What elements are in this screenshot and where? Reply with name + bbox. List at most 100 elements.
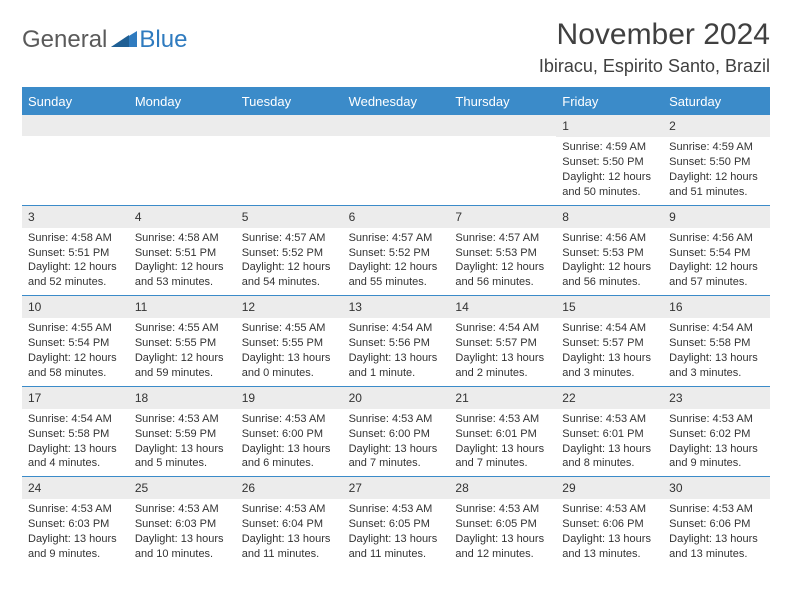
sunset-text: Sunset: 6:00 PM: [349, 427, 444, 442]
day-details: Sunrise: 4:53 AMSunset: 6:02 PMDaylight:…: [663, 409, 770, 476]
day-details: Sunrise: 4:57 AMSunset: 5:53 PMDaylight:…: [449, 228, 556, 295]
day-number: 15: [556, 296, 663, 318]
daylight-text: Daylight: 13 hours and 1 minute.: [349, 351, 444, 381]
title-block: November 2024 Ibiracu, Espirito Santo, B…: [539, 18, 770, 77]
day-cell: 29Sunrise: 4:53 AMSunset: 6:06 PMDayligh…: [556, 477, 663, 567]
day-cell: 13Sunrise: 4:54 AMSunset: 5:56 PMDayligh…: [343, 296, 450, 386]
sunrise-text: Sunrise: 4:53 AM: [562, 502, 657, 517]
day-details: Sunrise: 4:57 AMSunset: 5:52 PMDaylight:…: [343, 228, 450, 295]
day-details: Sunrise: 4:54 AMSunset: 5:58 PMDaylight:…: [663, 318, 770, 385]
month-title: November 2024: [539, 18, 770, 52]
sunrise-text: Sunrise: 4:53 AM: [242, 412, 337, 427]
sunset-text: Sunset: 5:57 PM: [562, 336, 657, 351]
sunrise-text: Sunrise: 4:59 AM: [669, 140, 764, 155]
day-number: 12: [236, 296, 343, 318]
day-details: Sunrise: 4:55 AMSunset: 5:55 PMDaylight:…: [129, 318, 236, 385]
sunrise-text: Sunrise: 4:53 AM: [242, 502, 337, 517]
day-number: 20: [343, 387, 450, 409]
day-number: 25: [129, 477, 236, 499]
day-cell: 2Sunrise: 4:59 AMSunset: 5:50 PMDaylight…: [663, 115, 770, 205]
sunset-text: Sunset: 5:50 PM: [562, 155, 657, 170]
day-number: 18: [129, 387, 236, 409]
day-details: [449, 136, 556, 144]
day-cell: 12Sunrise: 4:55 AMSunset: 5:55 PMDayligh…: [236, 296, 343, 386]
week-row: 10Sunrise: 4:55 AMSunset: 5:54 PMDayligh…: [22, 295, 770, 386]
day-number: 24: [22, 477, 129, 499]
sunset-text: Sunset: 5:54 PM: [669, 246, 764, 261]
day-details: Sunrise: 4:55 AMSunset: 5:54 PMDaylight:…: [22, 318, 129, 385]
sunset-text: Sunset: 5:50 PM: [669, 155, 764, 170]
day-cell: 15Sunrise: 4:54 AMSunset: 5:57 PMDayligh…: [556, 296, 663, 386]
brand-blue: Blue: [139, 26, 187, 54]
sunrise-text: Sunrise: 4:55 AM: [28, 321, 123, 336]
sunset-text: Sunset: 5:53 PM: [455, 246, 550, 261]
location-text: Ibiracu, Espirito Santo, Brazil: [539, 56, 770, 77]
day-cell: 25Sunrise: 4:53 AMSunset: 6:03 PMDayligh…: [129, 477, 236, 567]
day-details: Sunrise: 4:53 AMSunset: 6:00 PMDaylight:…: [236, 409, 343, 476]
sunset-text: Sunset: 6:02 PM: [669, 427, 764, 442]
day-cell: 1Sunrise: 4:59 AMSunset: 5:50 PMDaylight…: [556, 115, 663, 205]
day-cell: 23Sunrise: 4:53 AMSunset: 6:02 PMDayligh…: [663, 387, 770, 477]
sunset-text: Sunset: 6:03 PM: [135, 517, 230, 532]
day-cell: 3Sunrise: 4:58 AMSunset: 5:51 PMDaylight…: [22, 206, 129, 296]
week-row: 24Sunrise: 4:53 AMSunset: 6:03 PMDayligh…: [22, 476, 770, 567]
day-number: 26: [236, 477, 343, 499]
day-cell: 22Sunrise: 4:53 AMSunset: 6:01 PMDayligh…: [556, 387, 663, 477]
daylight-text: Daylight: 13 hours and 10 minutes.: [135, 532, 230, 562]
sunset-text: Sunset: 5:53 PM: [562, 246, 657, 261]
day-details: Sunrise: 4:55 AMSunset: 5:55 PMDaylight:…: [236, 318, 343, 385]
day-details: Sunrise: 4:53 AMSunset: 6:06 PMDaylight:…: [556, 499, 663, 566]
sunset-text: Sunset: 5:58 PM: [669, 336, 764, 351]
day-number: [449, 115, 556, 136]
sunrise-text: Sunrise: 4:54 AM: [562, 321, 657, 336]
day-number: 16: [663, 296, 770, 318]
day-cell: [449, 115, 556, 205]
sunset-text: Sunset: 5:55 PM: [242, 336, 337, 351]
sunset-text: Sunset: 5:52 PM: [349, 246, 444, 261]
brand-triangle-icon: [111, 29, 137, 52]
day-details: Sunrise: 4:53 AMSunset: 6:01 PMDaylight:…: [556, 409, 663, 476]
day-details: Sunrise: 4:53 AMSunset: 6:05 PMDaylight:…: [449, 499, 556, 566]
daylight-text: Daylight: 13 hours and 12 minutes.: [455, 532, 550, 562]
sunset-text: Sunset: 6:04 PM: [242, 517, 337, 532]
sunset-text: Sunset: 6:06 PM: [669, 517, 764, 532]
day-header-monday: Monday: [129, 89, 236, 114]
week-row: 17Sunrise: 4:54 AMSunset: 5:58 PMDayligh…: [22, 386, 770, 477]
daylight-text: Daylight: 13 hours and 7 minutes.: [455, 442, 550, 472]
daylight-text: Daylight: 12 hours and 56 minutes.: [455, 260, 550, 290]
day-number: 7: [449, 206, 556, 228]
day-header-sunday: Sunday: [22, 89, 129, 114]
day-details: Sunrise: 4:54 AMSunset: 5:58 PMDaylight:…: [22, 409, 129, 476]
day-number: 22: [556, 387, 663, 409]
day-details: Sunrise: 4:53 AMSunset: 6:03 PMDaylight:…: [129, 499, 236, 566]
day-number: 23: [663, 387, 770, 409]
day-number: 17: [22, 387, 129, 409]
day-cell: [129, 115, 236, 205]
daylight-text: Daylight: 12 hours and 58 minutes.: [28, 351, 123, 381]
day-number: 28: [449, 477, 556, 499]
day-cell: [343, 115, 450, 205]
sunset-text: Sunset: 5:57 PM: [455, 336, 550, 351]
day-details: Sunrise: 4:59 AMSunset: 5:50 PMDaylight:…: [556, 137, 663, 204]
daylight-text: Daylight: 13 hours and 8 minutes.: [562, 442, 657, 472]
day-number: 6: [343, 206, 450, 228]
day-cell: 5Sunrise: 4:57 AMSunset: 5:52 PMDaylight…: [236, 206, 343, 296]
day-header-thursday: Thursday: [449, 89, 556, 114]
sunset-text: Sunset: 5:51 PM: [28, 246, 123, 261]
sunset-text: Sunset: 5:55 PM: [135, 336, 230, 351]
day-header-tuesday: Tuesday: [236, 89, 343, 114]
sunset-text: Sunset: 5:51 PM: [135, 246, 230, 261]
sunset-text: Sunset: 5:52 PM: [242, 246, 337, 261]
day-number: 10: [22, 296, 129, 318]
day-details: Sunrise: 4:53 AMSunset: 6:05 PMDaylight:…: [343, 499, 450, 566]
day-cell: 18Sunrise: 4:53 AMSunset: 5:59 PMDayligh…: [129, 387, 236, 477]
day-number: 8: [556, 206, 663, 228]
sunrise-text: Sunrise: 4:56 AM: [669, 231, 764, 246]
day-details: Sunrise: 4:56 AMSunset: 5:54 PMDaylight:…: [663, 228, 770, 295]
daylight-text: Daylight: 13 hours and 9 minutes.: [669, 442, 764, 472]
day-details: Sunrise: 4:54 AMSunset: 5:57 PMDaylight:…: [556, 318, 663, 385]
day-cell: 6Sunrise: 4:57 AMSunset: 5:52 PMDaylight…: [343, 206, 450, 296]
sunset-text: Sunset: 6:06 PM: [562, 517, 657, 532]
day-number: 1: [556, 115, 663, 137]
sunrise-text: Sunrise: 4:55 AM: [242, 321, 337, 336]
